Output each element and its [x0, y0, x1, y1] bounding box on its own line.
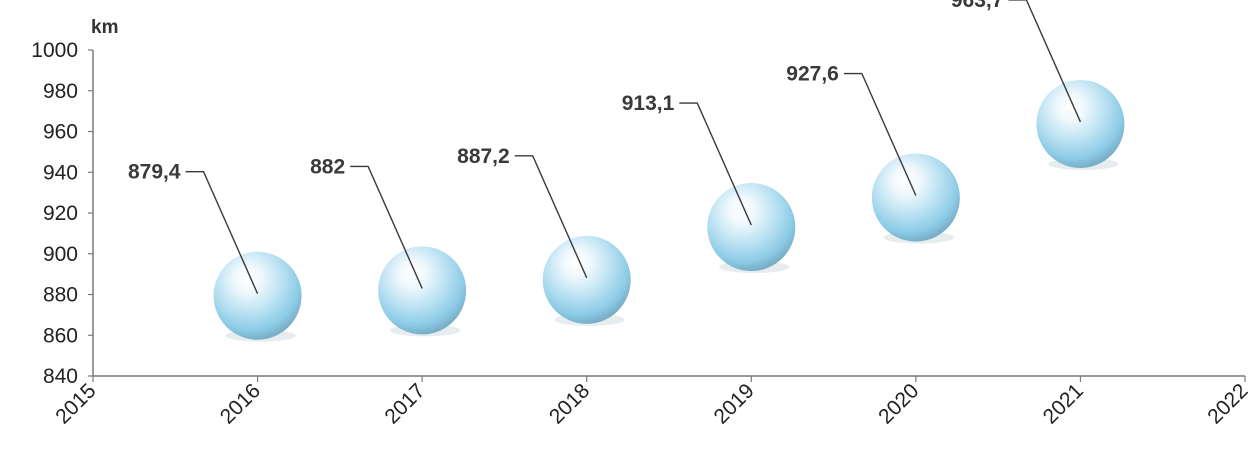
y-tick-label: 1000	[31, 39, 78, 62]
data-label-leader-line	[185, 171, 259, 295]
y-tick-label: 960	[43, 121, 78, 144]
y-tick-label: 900	[43, 243, 78, 266]
data-point-sphere	[542, 235, 631, 324]
data-labels: 879,4 882 887,2 913,1 927,6 963,7	[128, 0, 1082, 295]
data-label: 882	[310, 155, 345, 178]
x-tick-label: 2020	[874, 379, 923, 428]
y-tick-label: 940	[43, 161, 78, 184]
data-marks	[213, 79, 1125, 342]
data-label: 879,4	[128, 161, 181, 184]
x-tick-label: 2017	[380, 379, 429, 428]
data-label-leader-line	[1008, 0, 1082, 123]
y-axis-unit-label: km	[91, 17, 118, 38]
data-point-sphere	[1036, 79, 1125, 168]
x-tick-label: 2021	[1039, 379, 1088, 428]
y-tick-label: 980	[43, 80, 78, 103]
y-tick-label: 840	[43, 365, 78, 388]
x-tick-label: 2018	[545, 379, 594, 428]
data-label-leader-line	[514, 155, 588, 279]
y-tick-label: 860	[43, 324, 78, 347]
y-tick-label: 920	[43, 202, 78, 225]
x-tick-label: 2019	[710, 379, 759, 428]
data-label-leader-line	[679, 102, 752, 226]
data-label: 927,6	[786, 63, 839, 86]
data-label: 913,1	[622, 92, 675, 115]
data-point-sphere	[378, 246, 467, 335]
data-label: 963,7	[951, 0, 1004, 12]
x-tick-label: 2022	[1203, 379, 1252, 428]
data-label-leader-line	[350, 165, 423, 289]
y-tick-label: 880	[43, 284, 78, 307]
data-point-sphere	[707, 183, 796, 272]
x-tick-label: 2016	[216, 379, 265, 428]
data-point-sphere	[213, 251, 302, 340]
data-label-leader-line	[843, 72, 917, 196]
data-point-sphere	[871, 153, 960, 242]
data-label: 887,2	[457, 145, 510, 168]
